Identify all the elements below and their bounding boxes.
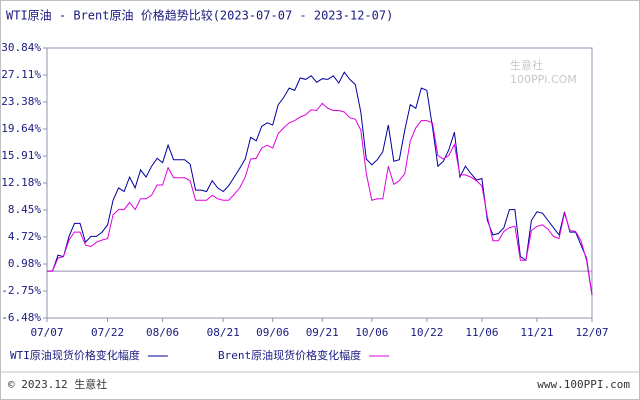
y-tick-label: -6.48% [1, 311, 41, 324]
x-tick-label: 10/06 [355, 326, 388, 339]
y-tick-label: 27.11% [1, 68, 41, 81]
x-tick-label: 11/06 [465, 326, 498, 339]
x-tick-label: 08/21 [207, 326, 240, 339]
x-tick-label: 07/07 [30, 326, 63, 339]
x-tick-label: 11/21 [520, 326, 553, 339]
watermark: 生意社 [510, 58, 543, 72]
y-tick-label: 12.18% [1, 176, 41, 189]
legend-label: WTI原油现货价格变化幅度 [10, 348, 140, 362]
x-tick-label: 12/07 [575, 326, 608, 339]
y-tick-label: 15.91% [1, 149, 41, 162]
x-tick-label: 09/21 [306, 326, 339, 339]
series-line [47, 71, 593, 296]
y-tick-label: 8.45% [8, 203, 41, 216]
plot-area [46, 47, 593, 319]
website: www.100PPI.com [537, 378, 630, 391]
y-tick-label: 0.98% [8, 257, 41, 270]
y-tick-label: 4.72% [8, 230, 41, 243]
x-tick-label: 08/06 [146, 326, 179, 339]
legend-label: Brent原油现货价格变化幅度 [218, 348, 361, 362]
series-line [47, 102, 593, 296]
x-tick-label: 07/22 [91, 326, 124, 339]
y-tick-label: 23.38% [1, 95, 41, 108]
y-tick-label: 30.84% [1, 41, 41, 54]
x-tick-label: 09/06 [256, 326, 289, 339]
y-tick-label: 19.64% [1, 122, 41, 135]
x-tick-label: 10/22 [410, 326, 443, 339]
footer: © 2023.12 生意社 [8, 377, 107, 391]
watermark-sub: 100PPI.COM [510, 73, 577, 86]
chart-title: WTI原油 - Brent原油 价格趋势比较(2023-07-07 - 2023… [6, 8, 393, 23]
y-tick-label: -2.75% [1, 284, 41, 297]
